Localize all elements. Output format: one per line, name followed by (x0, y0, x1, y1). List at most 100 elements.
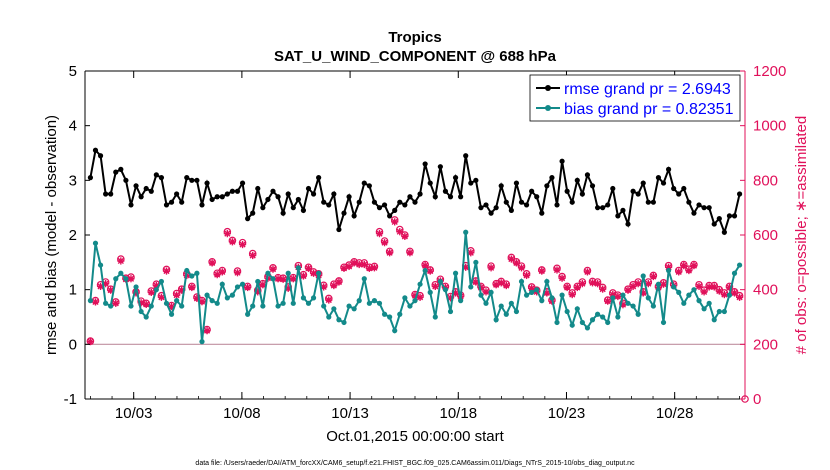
obs-assimilated-point (203, 327, 211, 335)
rmse-point (153, 172, 159, 178)
x-tick-label: 10/28 (656, 405, 694, 422)
rmse-point (87, 175, 94, 181)
asterisk-stroke (553, 266, 561, 274)
bias-point (209, 298, 215, 304)
rmse-point (285, 191, 291, 197)
bias-point (523, 292, 530, 298)
rmse-point (331, 191, 337, 197)
bias-point (103, 300, 109, 306)
y-left-tick-label: 1 (69, 282, 77, 299)
rmse-point (600, 205, 606, 211)
rmse-point (630, 188, 636, 194)
legend-rmse-swatch (536, 85, 560, 91)
bias-point (681, 300, 687, 306)
rmse-point (432, 194, 438, 200)
bias-point (534, 287, 540, 293)
bias-point (189, 273, 195, 279)
rmse-point (381, 202, 388, 208)
rmse-point (275, 194, 281, 200)
legend-marker (545, 85, 551, 91)
asterisk-stroke (310, 270, 317, 277)
asterisk-stroke (701, 288, 708, 295)
asterisk-stroke (584, 268, 591, 275)
asterisk-stroke (381, 239, 388, 246)
obs-assimilated-point (573, 283, 581, 292)
rmse-point (594, 205, 601, 211)
asterisk-stroke (112, 300, 119, 307)
rmse-point (610, 185, 616, 192)
obs-assimilated-point (695, 282, 703, 290)
bias-point (255, 278, 261, 285)
obs-assimilated-point (198, 298, 206, 306)
asterisk-stroke (244, 284, 251, 291)
asterisk-stroke (487, 264, 495, 271)
rmse-point (539, 210, 545, 216)
obs-assimilated-point (482, 288, 490, 296)
rmse-point (549, 175, 555, 181)
bias-point (716, 308, 722, 315)
bias-point (640, 273, 646, 279)
rmse-point (422, 161, 428, 167)
bias-point (376, 300, 383, 306)
asterisk-stroke (564, 284, 571, 291)
asterisk-stroke (280, 276, 287, 283)
rmse-point (721, 229, 727, 235)
rmse-point (92, 147, 99, 153)
asterisk-stroke (711, 283, 718, 291)
bias-point (584, 325, 591, 331)
asterisk-stroke (422, 262, 429, 269)
bias-point (371, 298, 378, 304)
bias-point (726, 292, 733, 298)
asterisk-stroke (107, 287, 114, 294)
rmse-point (179, 199, 185, 205)
rmse-point (138, 194, 144, 200)
obs-assimilated-point (157, 293, 166, 301)
rmse-point (726, 213, 733, 219)
obs-assimilated-point (583, 268, 592, 276)
bias-point (113, 276, 119, 282)
asterisk-stroke (731, 289, 738, 297)
asterisk-stroke (239, 241, 246, 248)
asterisk-stroke (629, 283, 637, 290)
rmse-point (574, 177, 580, 183)
asterisk-stroke (173, 292, 180, 299)
obs-assimilated-point (700, 288, 708, 296)
bias-point (645, 295, 651, 301)
obs-assimilated-point (304, 264, 313, 272)
rmse-point (305, 185, 312, 192)
asterisk-stroke (685, 267, 692, 274)
x-tick-label: 10/03 (115, 405, 153, 422)
asterisk-stroke (153, 282, 160, 289)
obs-assimilated-point (147, 288, 155, 296)
bias-point (407, 303, 413, 309)
rmse-point (635, 191, 641, 197)
bias-point (721, 308, 727, 315)
bias-point (321, 303, 327, 309)
obs-assimilated-point (117, 257, 125, 265)
asterisk-stroke (259, 281, 266, 288)
rmse-point (534, 194, 540, 200)
obs-assimilated-point (522, 271, 531, 280)
bias-point (168, 311, 175, 317)
bias-point (128, 303, 134, 309)
bias-point (503, 311, 509, 317)
obs-assimilated-point (426, 267, 434, 275)
rmse-point (199, 202, 205, 208)
bias-point (239, 281, 246, 287)
rmse-point (706, 205, 712, 211)
rmse-point (518, 199, 525, 205)
rmse-point (184, 175, 190, 181)
obs-assimilated-point (233, 269, 242, 277)
bias-point (442, 287, 449, 293)
y-right-tick-label: 1200 (753, 63, 786, 80)
bias-point (392, 328, 398, 334)
asterisk-stroke (635, 280, 642, 287)
bias-point (92, 240, 99, 246)
obs-assimilated-point (299, 272, 308, 280)
rmse-point (676, 191, 682, 197)
asterisk-stroke (599, 286, 606, 293)
obs-assimilated-point (604, 297, 612, 305)
asterisk-stroke (518, 264, 525, 271)
bias-point (260, 303, 266, 309)
bias-point (275, 303, 281, 309)
